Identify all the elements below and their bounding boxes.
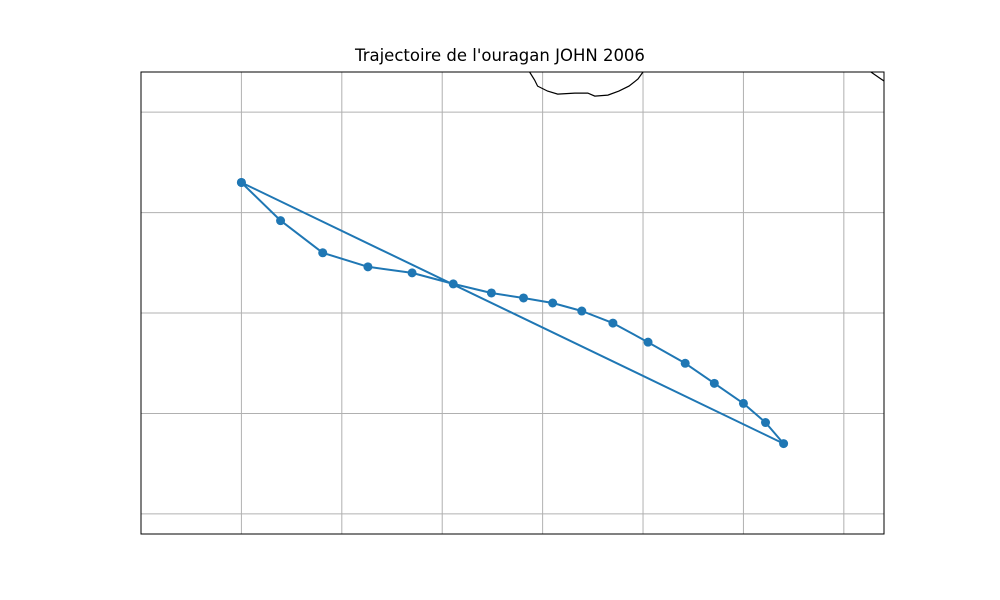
track-point xyxy=(448,279,458,289)
track-point xyxy=(680,358,690,368)
track-point xyxy=(276,216,286,226)
track-point xyxy=(363,262,373,272)
track-point xyxy=(738,398,748,408)
track-point xyxy=(486,288,496,298)
coastline-segment xyxy=(529,72,644,97)
track-point xyxy=(608,318,618,328)
track-point xyxy=(318,248,328,258)
gridlines xyxy=(141,72,884,534)
track-point xyxy=(548,298,558,308)
track-point xyxy=(236,177,246,187)
track-point xyxy=(779,439,789,449)
hurricane-track xyxy=(236,177,789,449)
track-point xyxy=(761,418,771,428)
map-title: Trajectoire de l'ouragan JOHN 2006 xyxy=(355,46,645,65)
coastline-segment xyxy=(870,72,884,82)
track-point xyxy=(407,268,417,278)
track-point xyxy=(709,378,719,388)
track-point xyxy=(643,337,653,347)
track-line xyxy=(240,181,785,445)
track-point xyxy=(577,306,587,316)
track-point xyxy=(519,293,529,303)
map-frame xyxy=(140,71,885,535)
coastline xyxy=(529,72,884,97)
